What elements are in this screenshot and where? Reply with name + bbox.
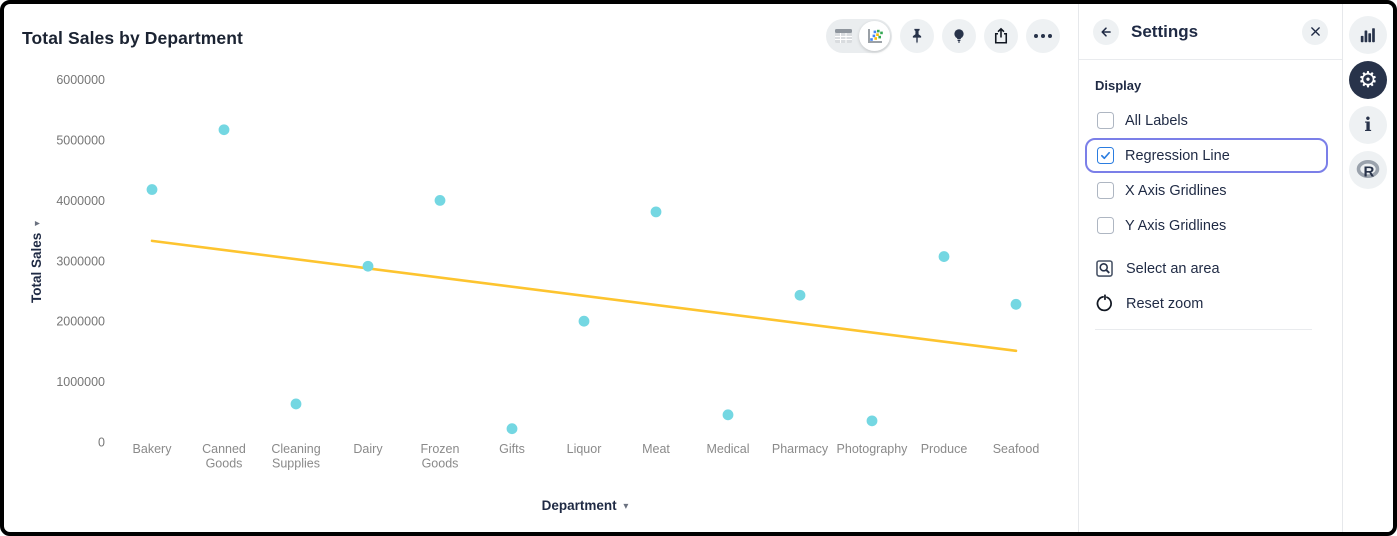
- data-point[interactable]: [218, 124, 230, 136]
- check-icon: [1101, 151, 1110, 160]
- ellipsis-icon: [1034, 34, 1052, 38]
- info-icon: i: [1364, 114, 1372, 136]
- svg-text:Medical: Medical: [706, 442, 749, 456]
- close-icon: [1310, 27, 1320, 36]
- action-label: Reset zoom: [1126, 295, 1204, 312]
- insights-button[interactable]: [942, 19, 976, 53]
- panel-divider: [1095, 329, 1312, 330]
- checkbox-box[interactable]: [1097, 147, 1114, 164]
- checkbox-y-axis-gridlines[interactable]: Y Axis Gridlines: [1085, 208, 1328, 243]
- select-an-area-button[interactable]: Select an area: [1085, 251, 1328, 286]
- data-point[interactable]: [578, 315, 590, 327]
- svg-text:Pharmacy: Pharmacy: [772, 442, 829, 456]
- chart-type-button[interactable]: [1349, 16, 1387, 54]
- checkbox-all-labels[interactable]: All Labels: [1085, 103, 1328, 138]
- data-point[interactable]: [794, 289, 806, 301]
- settings-button[interactable]: ⚙: [1349, 61, 1387, 99]
- export-icon: [994, 27, 1008, 44]
- display-section-label: Display: [1095, 78, 1142, 93]
- svg-text:4000000: 4000000: [56, 194, 105, 208]
- checkbox-box[interactable]: [1097, 217, 1114, 234]
- pin-icon: [912, 28, 922, 44]
- zoom-actions: Select an area Reset zoom: [1085, 251, 1328, 321]
- data-point[interactable]: [506, 423, 518, 435]
- settings-title: Settings: [1131, 21, 1199, 41]
- lightbulb-icon: [954, 29, 964, 43]
- y-axis-title[interactable]: Total Sales ▾: [29, 221, 44, 303]
- checkbox-box[interactable]: [1097, 112, 1114, 129]
- gear-icon: ⚙: [1358, 67, 1378, 92]
- settings-panel-body: Display All Labels Regression Line X Axi…: [1079, 60, 1342, 330]
- svg-text:Bakery: Bakery: [133, 442, 173, 456]
- settings-panel: Settings Display All Labels Regression L…: [1079, 4, 1343, 532]
- checkbox-label: X Axis Gridlines: [1125, 182, 1227, 199]
- svg-text:Photography: Photography: [837, 442, 909, 456]
- chart-toolbar: [826, 19, 1060, 53]
- back-arrow-icon: [1101, 26, 1111, 37]
- svg-text:2000000: 2000000: [56, 315, 105, 329]
- checkbox-regression-line[interactable]: Regression Line: [1085, 138, 1328, 173]
- checkbox-label: All Labels: [1125, 112, 1188, 129]
- data-point[interactable]: [722, 409, 734, 421]
- close-button[interactable]: [1302, 18, 1328, 45]
- data-point[interactable]: [650, 206, 662, 218]
- data-point[interactable]: [866, 415, 878, 427]
- svg-text:Liquor: Liquor: [567, 442, 602, 456]
- data-point[interactable]: [362, 260, 374, 272]
- svg-text:R: R: [1364, 164, 1375, 181]
- svg-text:Seafood: Seafood: [993, 442, 1040, 456]
- svg-text:6000000: 6000000: [56, 73, 105, 87]
- r-logo-icon: R: [1356, 160, 1380, 181]
- right-rail: ⚙ i R: [1343, 4, 1393, 532]
- reset-zoom-button[interactable]: Reset zoom: [1085, 286, 1328, 321]
- reset-zoom-icon: [1096, 294, 1112, 312]
- checkbox-label: Y Axis Gridlines: [1125, 217, 1227, 234]
- view-toggle[interactable]: [826, 19, 892, 53]
- svg-text:5000000: 5000000: [56, 134, 105, 148]
- select-area-icon: [1096, 260, 1113, 277]
- scatter-chart: 0 1000000 2000000 3000000 4000000 5000000 6000…: [29, 73, 1040, 513]
- bar-chart-icon: [1360, 28, 1375, 43]
- svg-text:0: 0: [98, 436, 105, 450]
- export-button[interactable]: [984, 19, 1018, 53]
- svg-text:1000000: 1000000: [56, 375, 105, 389]
- data-point[interactable]: [1010, 298, 1022, 310]
- data-point[interactable]: [290, 398, 302, 410]
- svg-text:3000000: 3000000: [56, 254, 105, 268]
- settings-panel-header: Settings: [1079, 4, 1342, 60]
- table-view-icon[interactable]: [828, 21, 859, 51]
- svg-text:Dairy: Dairy: [353, 442, 383, 456]
- data-point[interactable]: [146, 184, 158, 195]
- scatter-view-icon[interactable]: [859, 21, 890, 51]
- more-button[interactable]: [1026, 19, 1060, 53]
- checkbox-label: Regression Line: [1125, 147, 1230, 164]
- svg-text:Gifts: Gifts: [499, 442, 525, 456]
- checkbox-box[interactable]: [1097, 182, 1114, 199]
- action-label: Select an area: [1126, 260, 1220, 277]
- chart-area: Total Sales by Department: [4, 4, 1079, 532]
- pin-button[interactable]: [900, 19, 934, 53]
- r-logo-button[interactable]: R: [1349, 151, 1387, 189]
- svg-text:Produce: Produce: [921, 442, 968, 456]
- chart-title: Total Sales by Department: [22, 28, 243, 48]
- svg-text:Meat: Meat: [642, 442, 670, 456]
- x-axis-title[interactable]: Department ▾: [542, 498, 629, 513]
- info-button[interactable]: i: [1349, 106, 1387, 144]
- data-point[interactable]: [434, 195, 446, 206]
- checkbox-x-axis-gridlines[interactable]: X Axis Gridlines: [1085, 173, 1328, 208]
- data-point[interactable]: [938, 251, 950, 262]
- back-button[interactable]: [1093, 18, 1119, 45]
